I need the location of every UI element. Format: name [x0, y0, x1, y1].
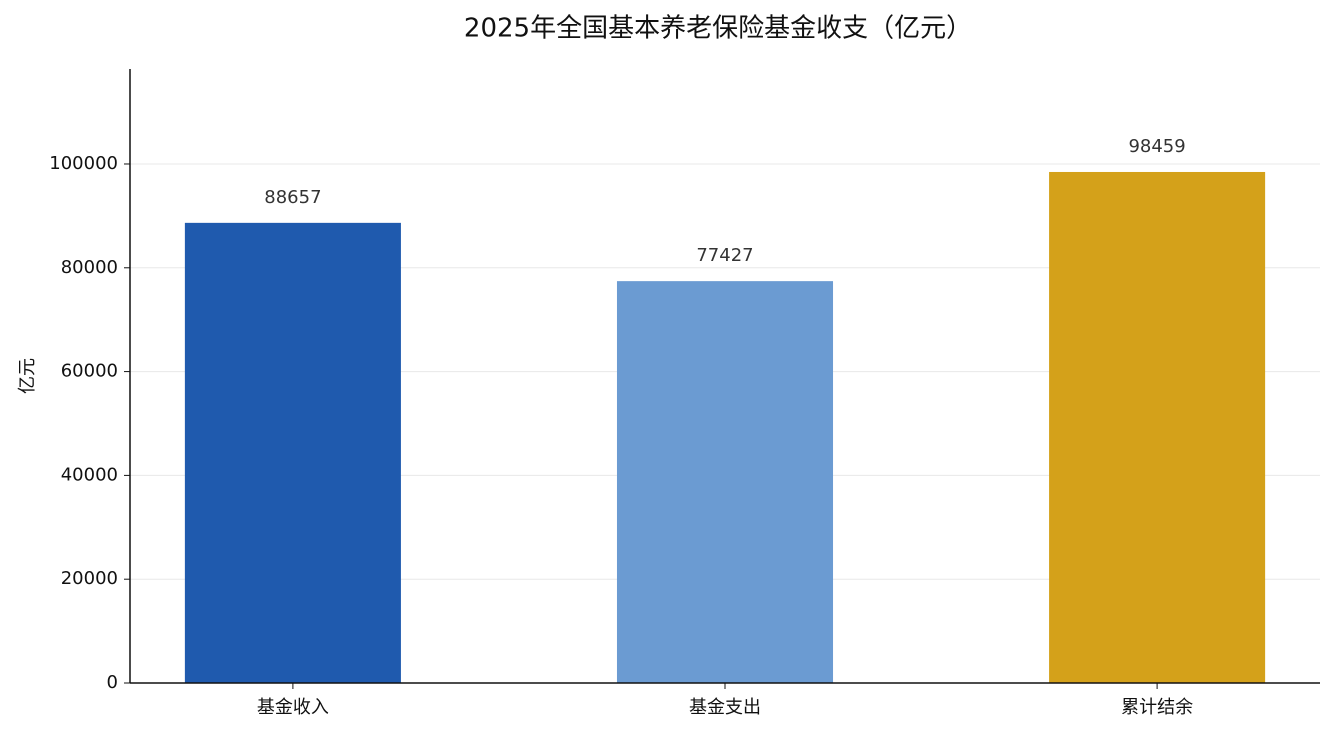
- value-label: 77427: [696, 245, 753, 266]
- bar: [616, 281, 834, 683]
- bar: [184, 222, 401, 683]
- value-label: 88657: [264, 187, 321, 208]
- x-tick-label: 累计结余: [1121, 697, 1193, 718]
- bars: 88657 77427 98459: [184, 136, 1266, 684]
- bar: [1049, 171, 1266, 684]
- x-tick-label: 基金支出: [689, 697, 761, 718]
- y-tick-label: 20000: [61, 568, 118, 589]
- y-tick-label: 60000: [61, 361, 118, 382]
- y-tick-label: 100000: [49, 153, 118, 174]
- y-tick-label: 80000: [61, 257, 118, 278]
- value-label: 98459: [1128, 136, 1185, 157]
- x-tick-label: 基金收入: [257, 697, 329, 718]
- y-tick-label: 40000: [61, 464, 118, 485]
- chart-title: 2025年全国基本养老保险基金收支（亿元）: [464, 14, 972, 44]
- y-tick-label: 0: [107, 672, 118, 693]
- y-axis-label: 亿元: [17, 358, 38, 394]
